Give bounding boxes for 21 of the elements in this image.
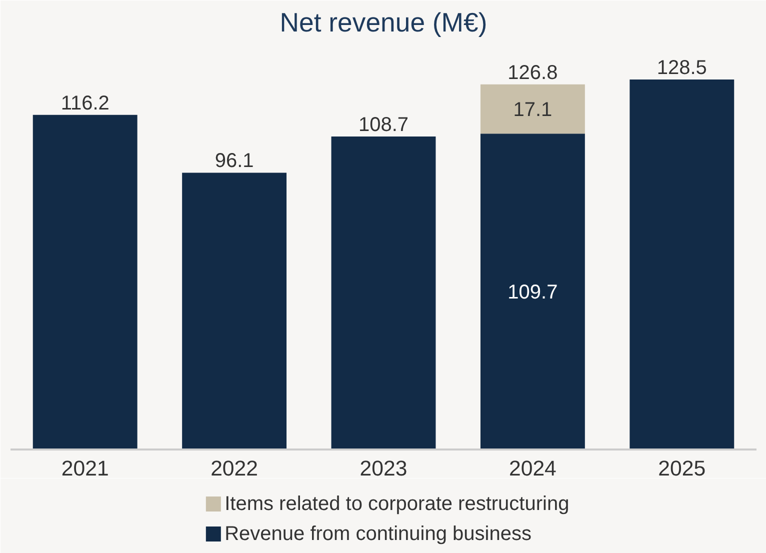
total-label: 108.7: [358, 114, 409, 136]
total-label: 126.8: [508, 62, 558, 84]
total-label: 128.5: [656, 56, 707, 79]
x-tick-label: 2024: [508, 456, 557, 480]
data-label: 17.1: [513, 99, 552, 122]
chart-title: Net revenue (M€): [280, 8, 488, 38]
bar: [182, 172, 287, 450]
bar: [32, 114, 138, 450]
total-label: 96.1: [214, 150, 254, 172]
total-label: 116.2: [60, 92, 110, 114]
legend-label: Revenue from continuing business: [224, 523, 532, 545]
x-tick-label: 2022: [210, 456, 258, 480]
x-tick-label: 2023: [360, 456, 408, 480]
x-tick-label: 2021: [61, 456, 109, 480]
data-label: 109.7: [508, 282, 558, 304]
bar: [480, 84, 585, 134]
x-tick-label: 2025: [658, 456, 706, 480]
bar: [480, 134, 585, 450]
bar: [630, 80, 734, 450]
legend-label: Items related to corporate restructuring: [224, 493, 570, 515]
bar: [331, 136, 436, 450]
